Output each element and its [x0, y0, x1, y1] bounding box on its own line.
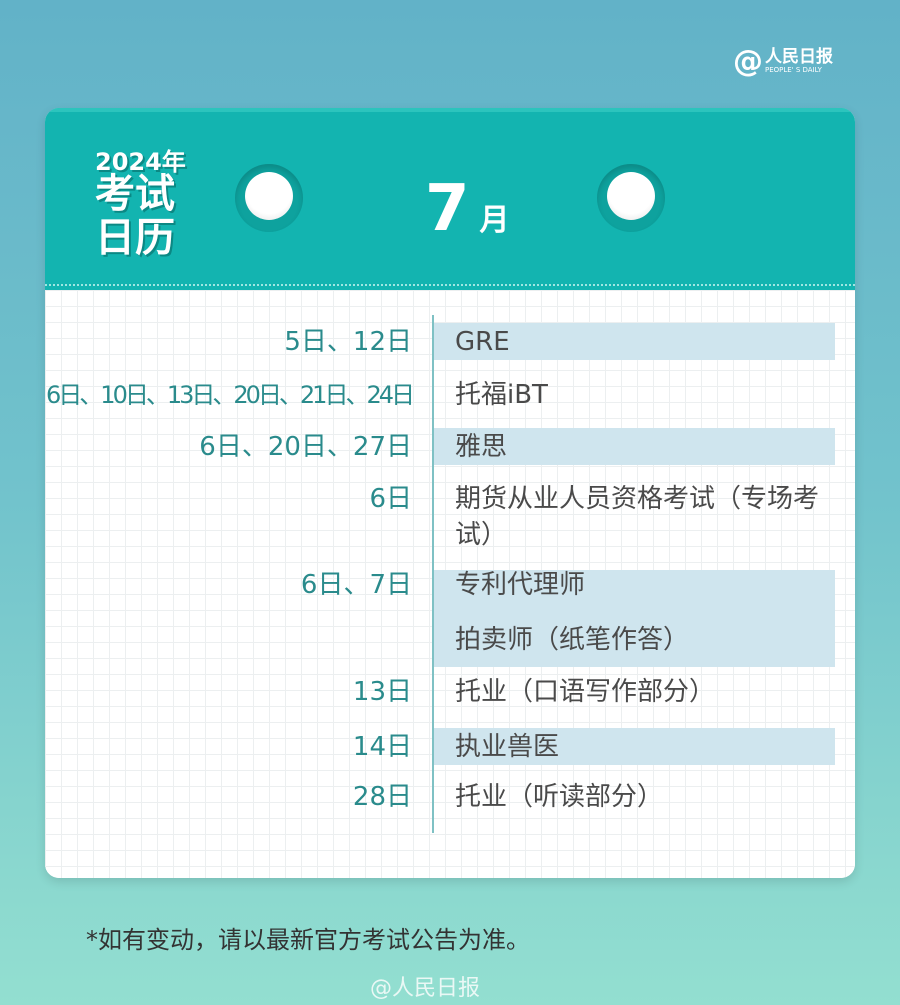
- logo-name: 人民日报: [765, 47, 833, 67]
- exam-date: 13日: [352, 677, 412, 707]
- month-unit: 月: [479, 203, 510, 238]
- weibo-watermark: @人民日报: [370, 976, 481, 1001]
- column-divider: [432, 315, 434, 833]
- exam-name: 期货从业人员资格考试（专场考试）: [455, 484, 820, 550]
- row-highlight: [433, 428, 835, 465]
- dotted-divider: [45, 284, 855, 286]
- exam-name: 拍卖师（纸笔作答）: [455, 625, 690, 655]
- title-line-2: 日历: [95, 215, 175, 261]
- row-highlight: [433, 728, 835, 765]
- exam-date: 14日: [352, 732, 412, 762]
- at-icon: @: [733, 44, 763, 79]
- exam-date: 28日: [352, 782, 412, 812]
- month-number: 7: [425, 172, 470, 246]
- exam-name: 专利代理师: [455, 570, 586, 600]
- exam-list: 5日、12日 GRE 6日、10日、13日、20日、21日、24日 托福iBT …: [45, 290, 855, 878]
- year-label: 2024年: [95, 148, 186, 176]
- exam-date: 6日、20日、27日: [199, 432, 412, 462]
- exam-date: 6日、10日、13日、20日、21日、24日: [46, 381, 415, 409]
- exam-name: 托业（口语写作部分）: [455, 677, 716, 707]
- exam-date: 6日、7日: [300, 570, 412, 600]
- exam-date: 6日: [369, 484, 412, 514]
- binder-ring-right: [597, 164, 665, 232]
- row-highlight: [433, 570, 835, 667]
- row-highlight: [433, 323, 835, 360]
- disclaimer-note: *如有变动，请以最新官方考试公告为准。: [86, 926, 530, 954]
- exam-name: GRE: [455, 327, 510, 357]
- exam-name: 执业兽医: [455, 732, 560, 762]
- binder-ring-left: [235, 164, 303, 232]
- logo-english: PEOPLE' S DAILY: [765, 66, 822, 74]
- exam-name: 托福iBT: [455, 380, 548, 410]
- title-line-1: 考试: [95, 171, 175, 217]
- exam-date: 5日、12日: [284, 327, 412, 357]
- peoples-daily-logo: @ 人民日报 PEOPLE' S DAILY: [733, 44, 833, 79]
- exam-name: 托业（听读部分）: [455, 782, 664, 812]
- exam-name: 雅思: [455, 432, 508, 462]
